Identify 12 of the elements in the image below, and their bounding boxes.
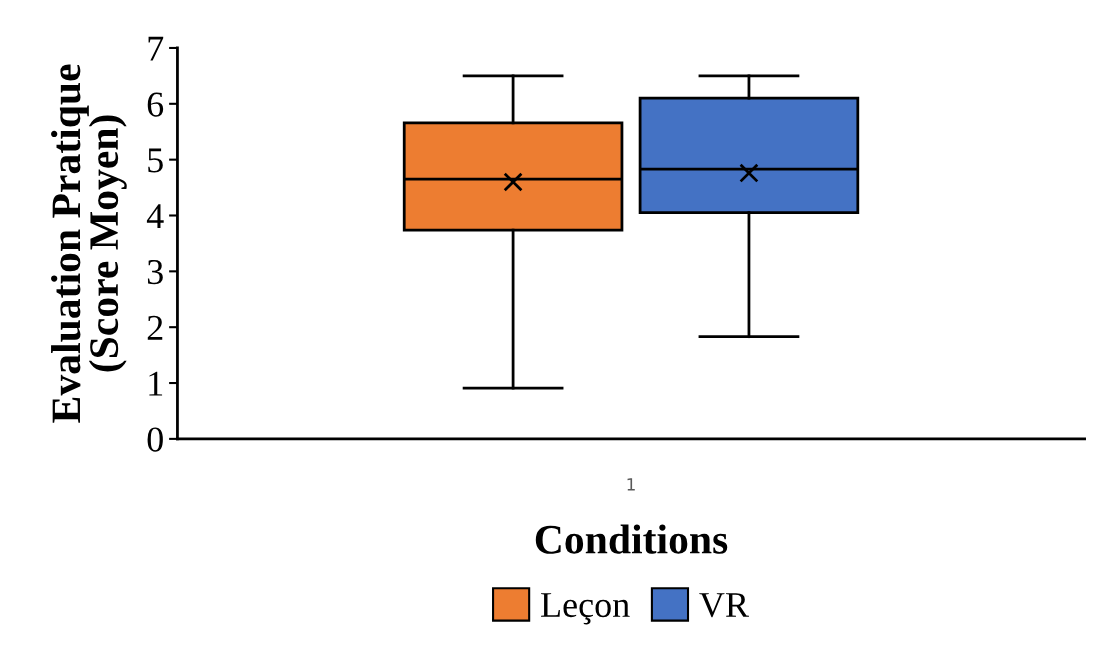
- y-axis-title: Evaluation Pratique (Score Moyen): [51, 64, 127, 423]
- y-tick-label: 5: [148, 148, 163, 173]
- y-tick-label: 3: [147, 259, 163, 285]
- y-tick-label: 0: [147, 427, 163, 452]
- x-axis-title: Conditions: [535, 524, 728, 554]
- y-tick-label: 7: [148, 36, 164, 61]
- y-tick-label: 1: [149, 371, 163, 396]
- y-tick-label: 4: [146, 204, 164, 229]
- legend-label: VR: [699, 593, 749, 618]
- legend-label: Leçon: [541, 593, 630, 625]
- y-tick-label: 2: [147, 315, 163, 340]
- y-tick-label: 6: [147, 92, 164, 117]
